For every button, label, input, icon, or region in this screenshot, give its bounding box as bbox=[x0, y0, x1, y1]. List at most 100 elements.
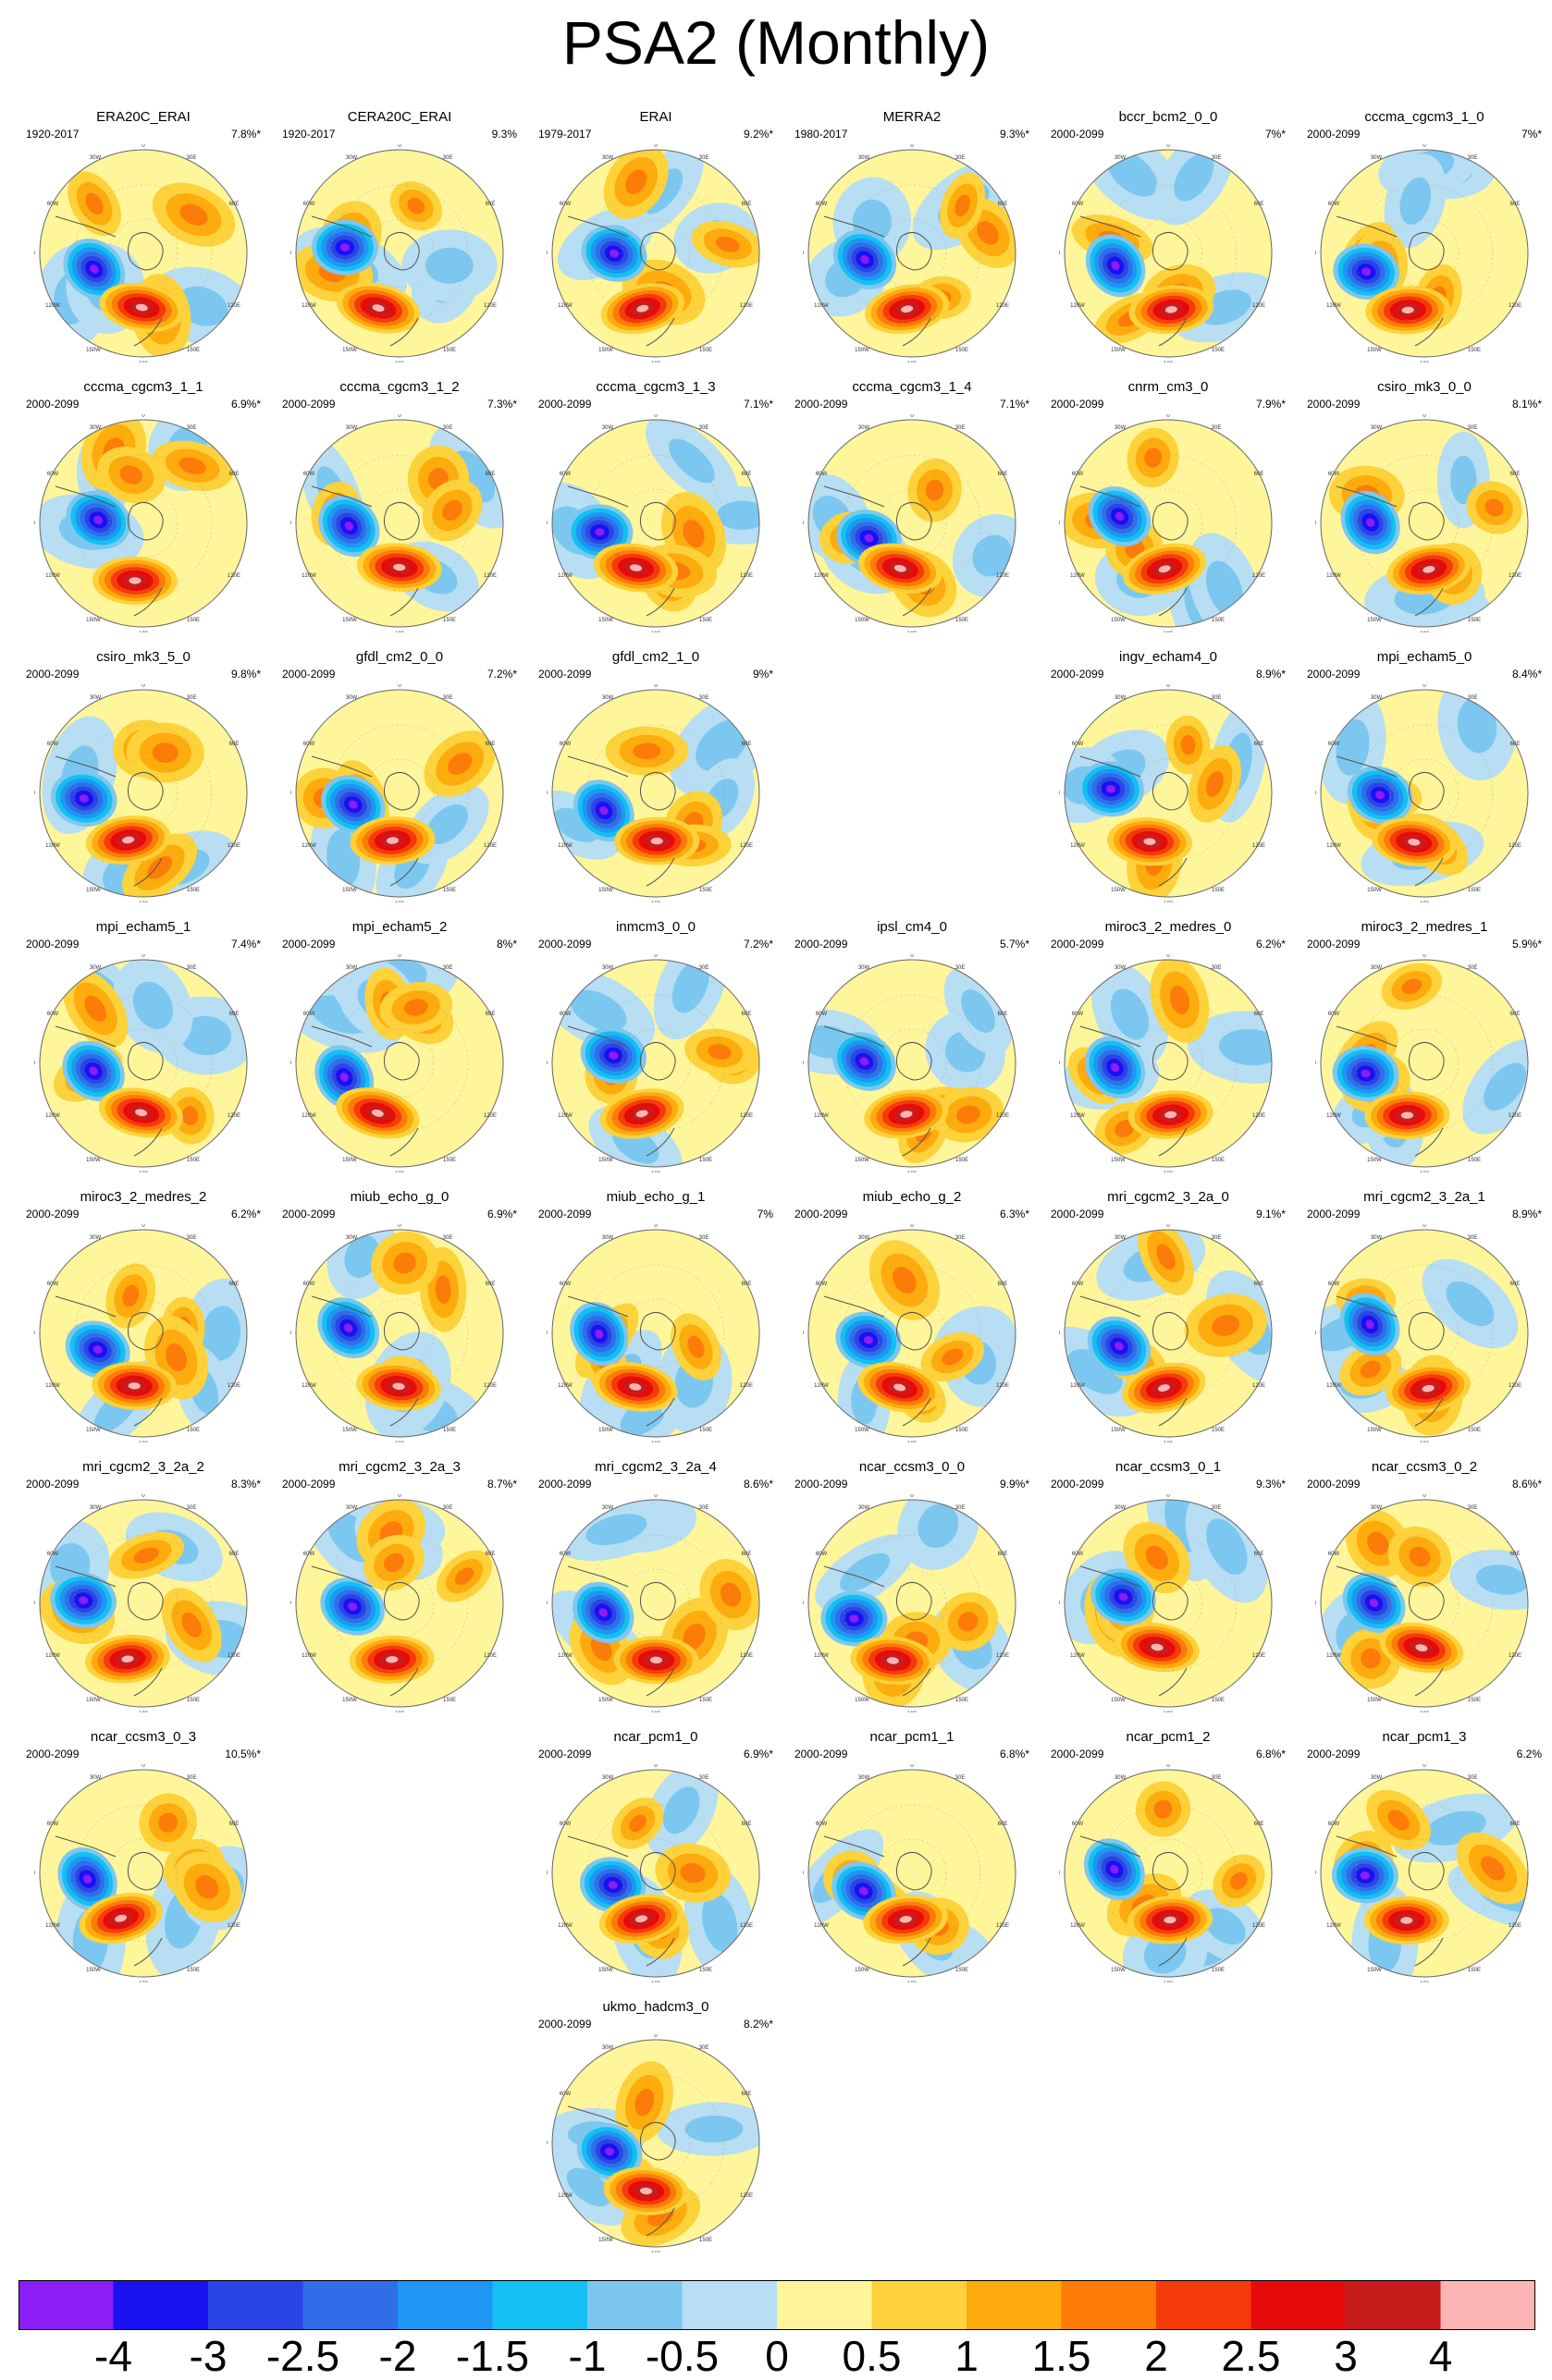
longitude-label: 120W bbox=[45, 1383, 60, 1389]
longitude-label: 120W bbox=[1070, 573, 1085, 579]
panel-title: mri_cgcm2_3_2a_2 bbox=[82, 1459, 204, 1475]
panel-title: ncar_pcm1_2 bbox=[1126, 1729, 1211, 1745]
longitude-label: 60W bbox=[1328, 1012, 1340, 1017]
map-border bbox=[551, 1499, 760, 1708]
negative-center bbox=[1369, 1599, 1379, 1608]
positive-anomaly bbox=[977, 221, 999, 245]
latitude-circle bbox=[1099, 1804, 1238, 1943]
longitude-label: 60W bbox=[1072, 472, 1084, 477]
positive-anomaly bbox=[85, 192, 104, 215]
page-title: PSA2 (Monthly) bbox=[561, 8, 991, 77]
longitude-label: 30E bbox=[187, 1775, 197, 1781]
latitude-circle bbox=[843, 454, 981, 593]
latitude-circle bbox=[1389, 218, 1460, 288]
longitude-label: 30W bbox=[90, 1505, 102, 1511]
latitude-circle bbox=[364, 218, 435, 288]
longitude-label: 120W bbox=[1326, 1383, 1341, 1389]
positive-center bbox=[386, 1656, 399, 1663]
positive-anomaly bbox=[625, 169, 647, 195]
positive-anomaly bbox=[1205, 770, 1224, 797]
longitude-label: 30E bbox=[699, 1235, 709, 1241]
map-border bbox=[39, 959, 248, 1168]
positive-anomaly bbox=[158, 1812, 179, 1833]
negative-center bbox=[79, 794, 89, 803]
coastline bbox=[389, 587, 419, 617]
panel-title: ncar_ccsm3_0_0 bbox=[858, 1459, 966, 1475]
longitude-label: 60E bbox=[1254, 1552, 1264, 1557]
longitude-label: 30W bbox=[346, 425, 358, 431]
panel-variance-percent: 7.4%* bbox=[230, 938, 261, 951]
panel-title: cccma_cgcm3_1_0 bbox=[1364, 109, 1484, 125]
coastline bbox=[1152, 1852, 1189, 1891]
longitude-label: 150E bbox=[699, 2238, 712, 2243]
longitude-label: 120E bbox=[484, 573, 497, 579]
map-border bbox=[807, 1769, 1016, 1978]
longitude-label: 30E bbox=[1212, 155, 1222, 161]
longitude-label: 150W bbox=[1111, 1698, 1126, 1703]
polar-map: 018090W90E60W60E120W120E30W30E150W150E bbox=[547, 1494, 765, 1712]
positive-center bbox=[1151, 1643, 1164, 1651]
longitude-label: 120W bbox=[558, 303, 573, 309]
map-panel: csiro_mk3_5_02000-20999.8%*018090W90E60W… bbox=[18, 649, 268, 908]
longitude-label: 120W bbox=[558, 843, 573, 849]
coastline bbox=[895, 1582, 932, 1621]
longitude-label: 120E bbox=[1252, 1923, 1265, 1929]
negative-center bbox=[1360, 1871, 1371, 1880]
longitude-label: 120W bbox=[1070, 1653, 1085, 1659]
latitude-circle bbox=[586, 1264, 725, 1403]
panel-variance-percent: 6.9%* bbox=[743, 1748, 773, 1760]
panel-period: 2000-2099 bbox=[1051, 1748, 1104, 1760]
longitude-label: 0 bbox=[398, 954, 401, 959]
positive-anomaly bbox=[442, 499, 462, 521]
negative-center bbox=[339, 1072, 349, 1082]
colorbar-swatch bbox=[302, 2280, 399, 2330]
longitude-label: 60E bbox=[1510, 1012, 1521, 1017]
positive-center bbox=[900, 1110, 913, 1118]
panel-variance-percent: 8.6%* bbox=[1511, 1478, 1542, 1491]
coastline bbox=[1152, 1042, 1189, 1081]
longitude-label: 120E bbox=[996, 1653, 1009, 1659]
longitude-label: 60W bbox=[47, 472, 59, 477]
longitude-label: 90W bbox=[547, 1601, 548, 1607]
longitude-label: 30W bbox=[602, 1505, 614, 1511]
map-border bbox=[551, 689, 760, 898]
polar-map: 018090W90E60W60E120W120E30W30E150W150E bbox=[290, 684, 509, 902]
positive-anomaly bbox=[1409, 1546, 1431, 1567]
coastline bbox=[1336, 1835, 1398, 1858]
longitude-label: 150W bbox=[598, 1158, 613, 1163]
polar-map: 018090W90E60W60E120W120E30W30E150W150E bbox=[34, 954, 253, 1172]
latitude-circle bbox=[843, 1534, 981, 1673]
longitude-label: 30E bbox=[699, 2045, 709, 2051]
longitude-label: 0 bbox=[654, 684, 658, 689]
coastline bbox=[1079, 1025, 1141, 1048]
map-border bbox=[295, 149, 504, 358]
positive-center bbox=[393, 563, 406, 571]
longitude-label: 150E bbox=[443, 348, 456, 353]
coastline bbox=[1414, 1397, 1444, 1427]
panel-title: mri_cgcm2_3_2a_3 bbox=[339, 1459, 461, 1475]
colorbar-tick-label: 1 bbox=[955, 2332, 979, 2380]
longitude-label: 150E bbox=[699, 1968, 712, 1973]
polar-map: 018090W90E60W60E120W120E30W30E150W150E bbox=[1315, 1494, 1534, 1712]
coastline bbox=[639, 772, 676, 811]
longitude-label: 150E bbox=[187, 888, 200, 893]
longitude-label: 150E bbox=[1468, 618, 1481, 623]
longitude-label: 150E bbox=[1212, 1698, 1225, 1703]
map-border bbox=[807, 419, 1016, 628]
coastline bbox=[1336, 215, 1398, 238]
latitude-circle bbox=[586, 184, 725, 323]
coastline bbox=[1158, 587, 1188, 617]
panel-title: csiro_mk3_0_0 bbox=[1377, 379, 1472, 395]
positive-center bbox=[1143, 838, 1156, 845]
longitude-label: 120W bbox=[558, 1383, 573, 1389]
polar-map: 018090W90E60W60E120W120E30W30E150W150E bbox=[803, 1224, 1021, 1442]
colorbar-swatch bbox=[18, 2280, 114, 2330]
longitude-label: 60E bbox=[998, 1552, 1008, 1557]
latitude-circle bbox=[1389, 1568, 1460, 1638]
positive-center bbox=[1400, 1111, 1414, 1119]
longitude-label: 60W bbox=[303, 472, 315, 477]
longitude-label: 120W bbox=[814, 1653, 829, 1659]
panel-title: miroc3_2_medres_2 bbox=[80, 1189, 207, 1205]
colorbar-tick-label: -2.5 bbox=[265, 2332, 340, 2380]
map-panel: miub_echo_g_22000-20996.3%*018090W90E60W… bbox=[787, 1189, 1037, 1448]
